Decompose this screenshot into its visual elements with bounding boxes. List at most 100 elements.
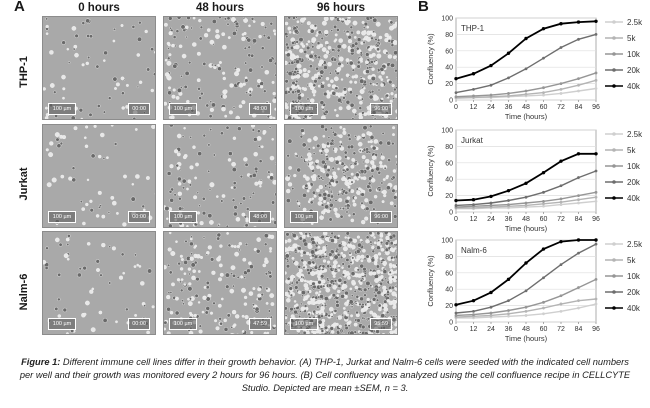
data-point-10k — [559, 294, 563, 298]
chart-jurkat: 0 20 40 60 80 100 0 12 24 36 48 60 72 84 96 Time (hours… — [420, 122, 650, 240]
data-point-10k — [489, 311, 493, 315]
data-point-2.5k — [507, 314, 510, 318]
data-point-5k — [559, 200, 563, 204]
data-point-10k — [454, 314, 458, 317]
data-point-40k — [454, 303, 458, 307]
data-point-20k — [472, 203, 475, 207]
data-point-40k — [454, 76, 458, 81]
data-point-2.5k — [524, 314, 528, 317]
data-point-40k — [489, 63, 493, 68]
chart-title: Nalm-6 — [461, 246, 487, 255]
legend-marker-2.5k — [612, 20, 616, 24]
legend-marker-20k — [612, 68, 616, 72]
data-point-2.5k — [542, 204, 545, 208]
chart-title: Jurkat — [461, 136, 484, 145]
legend-label: 40k — [627, 194, 641, 203]
data-point-40k — [559, 159, 563, 163]
data-point-5k — [542, 202, 545, 206]
data-point-10k — [472, 94, 475, 98]
data-point-10k — [542, 300, 545, 304]
data-point-10k — [454, 95, 458, 99]
x-tick-label: 48 — [522, 326, 530, 333]
data-point-40k — [559, 22, 563, 26]
micrograph-thp1-1: 100 µm 48:00 — [163, 16, 277, 120]
y-tick-label: 40 — [445, 177, 453, 184]
x-tick-label: 36 — [505, 216, 513, 223]
legend-label: 2.5k — [627, 130, 643, 139]
data-point-20k — [507, 76, 510, 80]
timestamp: 00:00 — [128, 318, 150, 330]
x-tick-label: 84 — [575, 216, 583, 223]
data-point-10k — [559, 82, 563, 85]
legend-label: 5k — [627, 256, 636, 265]
scale-bar: 100 µm — [290, 318, 318, 330]
x-axis-label: Time (hours) — [505, 334, 548, 343]
data-point-40k — [471, 198, 476, 202]
y-tick-label: 20 — [445, 193, 453, 200]
x-tick-label: 72 — [557, 104, 565, 111]
data-point-20k — [542, 56, 545, 60]
legend-label: 20k — [627, 178, 641, 187]
legend-marker-10k — [612, 164, 616, 168]
data-point-10k — [524, 201, 528, 205]
x-tick-label: 24 — [487, 326, 495, 333]
data-point-20k — [559, 184, 563, 188]
chart-title: THP-1 — [461, 24, 485, 33]
data-point-20k — [577, 251, 580, 255]
data-point-40k — [541, 247, 546, 251]
y-tick-label: 0 — [449, 98, 453, 105]
micrograph-jurkat-0: 100 µm 00:00 — [42, 124, 156, 228]
data-point-5k — [524, 309, 528, 313]
data-point-5k — [577, 299, 580, 303]
data-point-20k — [594, 169, 598, 173]
data-point-40k — [541, 170, 546, 175]
cell-image — [285, 17, 397, 119]
data-point-10k — [577, 194, 580, 197]
data-point-10k — [507, 203, 510, 207]
data-point-20k — [489, 83, 493, 87]
data-point-20k — [472, 87, 475, 91]
data-point-2.5k — [542, 93, 545, 97]
data-point-5k — [594, 297, 598, 301]
data-point-10k — [594, 277, 598, 281]
data-point-5k — [559, 87, 563, 91]
row-label-nalm6: Nalm-6 — [18, 273, 30, 311]
data-point-10k — [542, 199, 545, 203]
x-tick-label: 96 — [592, 216, 600, 223]
cell-image — [43, 17, 155, 119]
x-tick-label: 84 — [575, 326, 583, 333]
data-point-40k — [506, 277, 511, 282]
y-tick-label: 100 — [441, 238, 453, 245]
scale-bar: 100 µm — [48, 318, 76, 330]
data-point-40k — [506, 188, 511, 193]
data-point-10k — [507, 92, 510, 95]
data-point-40k — [506, 51, 511, 55]
micrograph-thp1-0: 100 µm 00:00 — [42, 16, 156, 120]
chart-svg: 0 20 40 60 80 100 0 12 24 36 48 60 72 84 96 Time (hours… — [426, 16, 643, 122]
x-tick-label: 84 — [575, 104, 583, 111]
data-point-2.5k — [594, 199, 598, 203]
panel-a-letter: A — [14, 0, 25, 15]
chart-thp1: 0 20 40 60 80 100 0 12 24 36 48 60 72 84 96 Time (hours… — [420, 10, 650, 128]
y-axis-label: Confluency (%) — [426, 255, 435, 307]
y-tick-label: 60 — [445, 270, 453, 277]
y-tick-label: 60 — [445, 160, 453, 167]
data-point-40k — [559, 239, 563, 244]
data-point-5k — [559, 302, 563, 306]
x-tick-label: 96 — [592, 326, 600, 333]
scale-bar: 100 µm — [169, 318, 197, 330]
data-point-20k — [559, 263, 563, 266]
legend-marker-40k — [612, 84, 616, 88]
data-point-40k — [524, 261, 528, 265]
y-tick-label: 20 — [445, 81, 453, 88]
data-point-40k — [489, 194, 493, 199]
x-tick-label: 72 — [557, 326, 565, 333]
row-label-jurkat: Jurkat — [18, 167, 30, 201]
data-point-5k — [542, 306, 545, 310]
x-tick-label: 0 — [454, 326, 458, 333]
data-point-40k — [524, 36, 528, 41]
data-point-20k — [542, 190, 545, 194]
timestamp: 47:59 — [249, 318, 271, 330]
y-tick-label: 60 — [445, 48, 453, 55]
data-point-20k — [472, 309, 475, 313]
